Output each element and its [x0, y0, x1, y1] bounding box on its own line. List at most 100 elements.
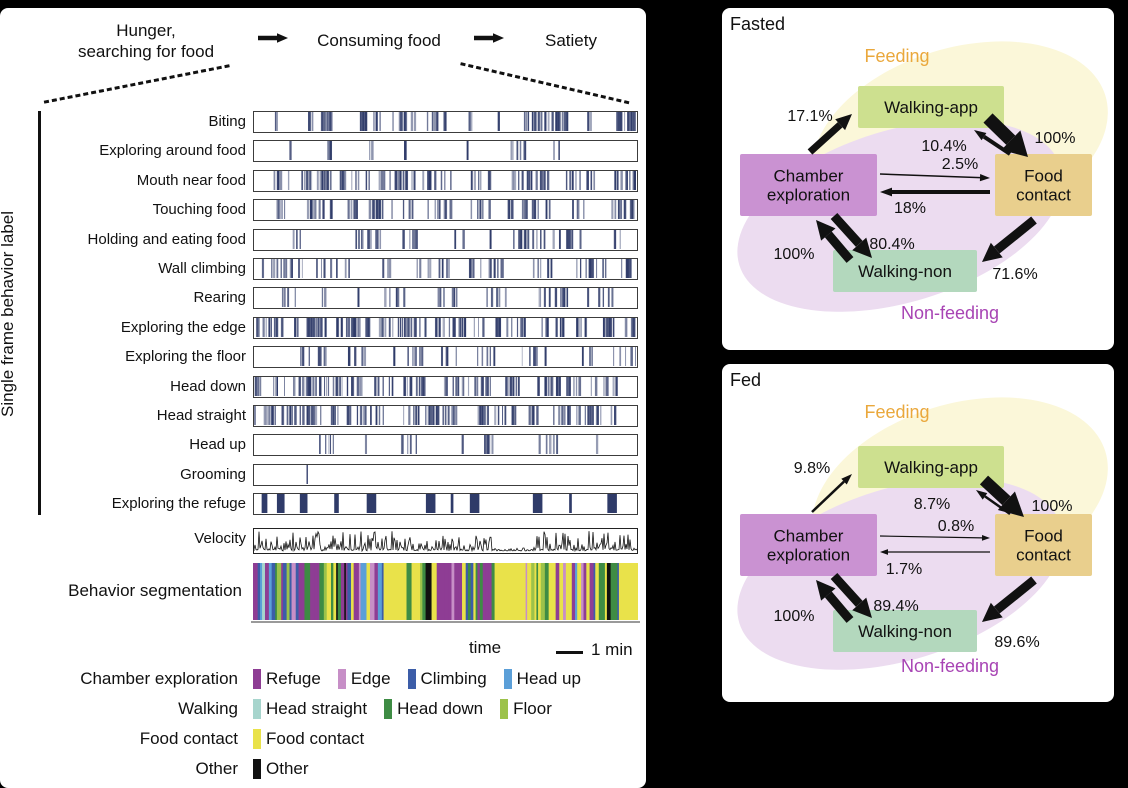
- legend-category-label: Chamber exploration: [80, 669, 238, 688]
- row-label-velocity: Velocity: [194, 530, 246, 547]
- transition-arrow-walknon-to-chamber: [824, 591, 854, 623]
- arrowhead-icon: [982, 242, 1003, 262]
- zoom-line-right: [460, 62, 632, 105]
- row-label-exploring-the-floor: Exploring the floor: [125, 348, 246, 366]
- node-label-walknon: Walking-non: [858, 262, 952, 281]
- transition-pct-food-to-chamber: 18%: [894, 200, 926, 217]
- raster-box-grooming: [253, 463, 638, 486]
- transition-arrow-chamber-to-food: [879, 173, 981, 179]
- ethogram-panel: Hunger, searching for food Consuming foo…: [0, 8, 646, 788]
- legend-swatch-icon: [500, 699, 509, 719]
- row-label-head-straight: Head straight: [156, 407, 246, 424]
- raster-box-holding-and-eating-food: [253, 228, 638, 251]
- velocity-trace-box: [253, 528, 638, 554]
- legend-swatch-icon: [253, 699, 261, 719]
- transition-pct-food-to-chamber: 1.7%: [886, 561, 922, 578]
- transition-arrow-chamber-to-walkapp: [811, 480, 845, 513]
- transition-pct-chamber-to-walknon: 89.4%: [873, 598, 918, 615]
- diagram-title-fasted: Fasted: [730, 14, 786, 34]
- legend-item-other: Other: [253, 759, 309, 779]
- fasted-diagram: Feeding Non-feeding 17.1% 10.4% 100% 2.5% 18% 1…: [737, 41, 1108, 323]
- time-axis-label: time: [468, 638, 502, 657]
- transition-pct-food-to-walknon: 71.6%: [992, 266, 1037, 283]
- node-label-food: contact: [1016, 186, 1071, 205]
- arrowhead-icon: [976, 490, 988, 500]
- row-label-holding-and-eating-food: Holding and eating food: [87, 230, 246, 248]
- legend-swatch-icon: [407, 669, 416, 689]
- transition-pct-food-to-walkapp: 8.7%: [914, 496, 950, 513]
- node-label-food: Food: [1024, 527, 1063, 546]
- node-label-food: Food: [1024, 167, 1063, 186]
- arrowhead-icon: [880, 187, 892, 197]
- arrowhead-icon: [974, 130, 987, 141]
- legend-item-label: Other: [266, 759, 309, 778]
- node-label-walknon: Walking-non: [858, 622, 952, 641]
- arrowhead-icon: [982, 602, 1003, 622]
- raster-box-head-down: [253, 375, 638, 398]
- transition-arrow-walknon-to-chamber: [824, 231, 854, 263]
- node-food: [995, 154, 1092, 216]
- node-label-chamber: Chamber: [774, 527, 844, 546]
- legend-item-label: Edge: [350, 669, 391, 688]
- transition-arrow-food-to-walknon: [993, 576, 1037, 614]
- legend-item-label: Head straight: [266, 699, 368, 718]
- diagram-title-fed: Fed: [730, 370, 762, 390]
- transition-pct-walkapp-to-food: 100%: [1032, 498, 1073, 515]
- arrowhead-icon: [981, 534, 990, 541]
- transition-pct-chamber-to-walkapp: 17.1%: [787, 108, 832, 125]
- node-walkapp: [858, 446, 1004, 488]
- arrowhead-icon: [493, 33, 504, 43]
- node-food: [995, 514, 1092, 576]
- row-label-exploring-around-food: Exploring around food: [99, 142, 246, 160]
- legend-item-climbing: Climbing: [407, 669, 487, 689]
- row-label-exploring-the-edge: Exploring the edge: [120, 318, 246, 336]
- legend-swatch-icon: [253, 669, 261, 689]
- legend-swatch-icon: [384, 699, 393, 719]
- legend-item-head-up: Head up: [503, 669, 581, 689]
- raster-box-exploring-around-food: [253, 140, 638, 163]
- transition-pct-walknon-to-chamber: 100%: [774, 246, 815, 263]
- flow-stage-satiety: Satiety: [545, 31, 597, 50]
- behavior-segmentation-bar: [253, 563, 640, 620]
- transition-arrow-walkapp-to-food: [979, 475, 1011, 506]
- row-label-head-down: Head down: [170, 377, 246, 395]
- raster-box-exploring-the-edge: [253, 316, 638, 339]
- legend-category-label: Food contact: [139, 729, 238, 748]
- raster-box-touching-food: [253, 199, 638, 222]
- transition-pct-chamber-to-food: 2.5%: [942, 156, 978, 173]
- row-label-head-up: Head up: [189, 436, 246, 454]
- row-label-grooming: Grooming: [180, 465, 246, 483]
- transition-pct-chamber-to-food: 0.8%: [938, 518, 974, 535]
- transition-pct-chamber-to-walkapp: 9.8%: [794, 460, 830, 477]
- legend-item-food-contact: Food contact: [253, 729, 364, 749]
- legend-category-label: Walking: [178, 699, 238, 718]
- node-walknon: [833, 610, 977, 652]
- raster-box-head-straight: [253, 405, 638, 427]
- arrowhead-icon: [835, 114, 852, 131]
- transition-arrow-chamber-to-walknon: [830, 212, 863, 247]
- fed-transition-panel: Feeding Non-feeding 9.8% 8.7% 100% 0.8% 1.7% 10…: [722, 364, 1114, 702]
- arrowhead-icon: [1001, 130, 1028, 157]
- velocity-trace: [254, 530, 637, 552]
- transition-pct-walkapp-to-food: 100%: [1035, 130, 1076, 147]
- legend-row-other: Other Other: [0, 757, 309, 781]
- fed-diagram: Feeding Non-feeding 9.8% 8.7% 100% 0.8% 1.7% 10…: [737, 397, 1108, 676]
- row-label-mouth-near-food: Mouth near food: [136, 171, 246, 189]
- node-chamber: [740, 154, 877, 216]
- region-label-non-feeding: Non-feeding: [901, 656, 999, 676]
- region-label-feeding: Feeding: [864, 46, 929, 66]
- flow-stage-consuming: Consuming food: [317, 31, 441, 50]
- arrowhead-icon: [997, 491, 1024, 517]
- transition-arrow-chamber-to-walkapp: [807, 122, 843, 155]
- row-label-wall-climbing: Wall climbing: [158, 260, 246, 277]
- legend-item-label: Climbing: [420, 669, 487, 688]
- node-label-walkapp: Walking-app: [884, 458, 978, 477]
- scale-bar-label: 1 min: [591, 640, 633, 659]
- arrowhead-icon: [852, 237, 872, 258]
- flow-stage-hunger: Hunger, searching for food: [77, 21, 215, 61]
- legend-row-walking: Walking Head straight Head down Floor: [0, 697, 552, 721]
- node-walkapp: [858, 86, 1004, 128]
- fasted-transition-panel: Feeding Non-feeding 17.1% 10.4% 100% 2.5% 18% 1…: [722, 8, 1114, 350]
- legend-item-head-down: Head down: [384, 699, 483, 719]
